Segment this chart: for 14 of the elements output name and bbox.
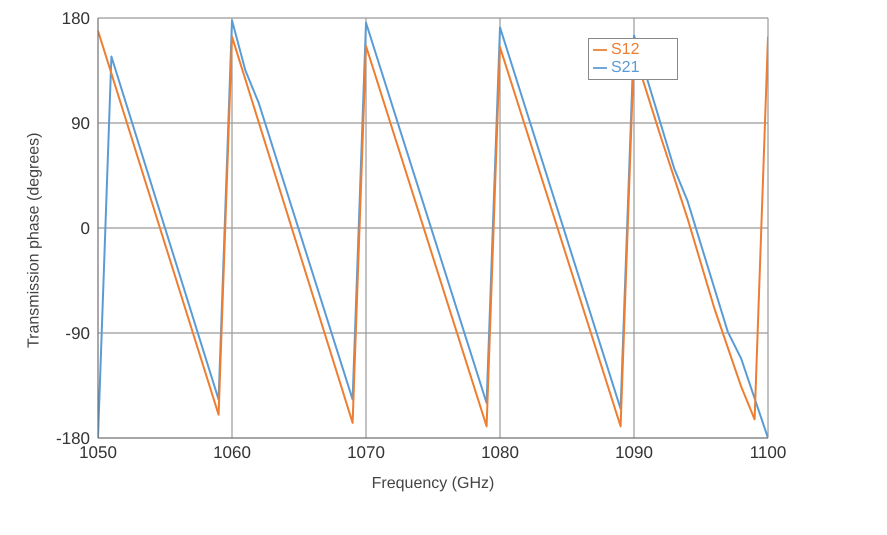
legend-label: S21 bbox=[611, 59, 640, 76]
y-axis-title: Transmission phase (degrees) bbox=[26, 132, 43, 348]
x-axis-title: Frequency (GHz) bbox=[372, 475, 494, 492]
x-tick-label: 1060 bbox=[213, 443, 251, 462]
legend-label: S12 bbox=[611, 41, 640, 58]
y-tick-label: -90 bbox=[65, 324, 90, 344]
x-tick-label: 1070 bbox=[347, 443, 385, 462]
x-tick-label: 1050 bbox=[79, 443, 117, 462]
y-tick-label: 180 bbox=[62, 9, 90, 28]
x-tick-label: 1090 bbox=[615, 443, 653, 462]
y-tick-label: 90 bbox=[71, 114, 90, 134]
x-tick-label: 1080 bbox=[481, 443, 519, 462]
x-tick-label: 1100 bbox=[750, 443, 786, 462]
y-tick-label: 0 bbox=[80, 219, 90, 238]
